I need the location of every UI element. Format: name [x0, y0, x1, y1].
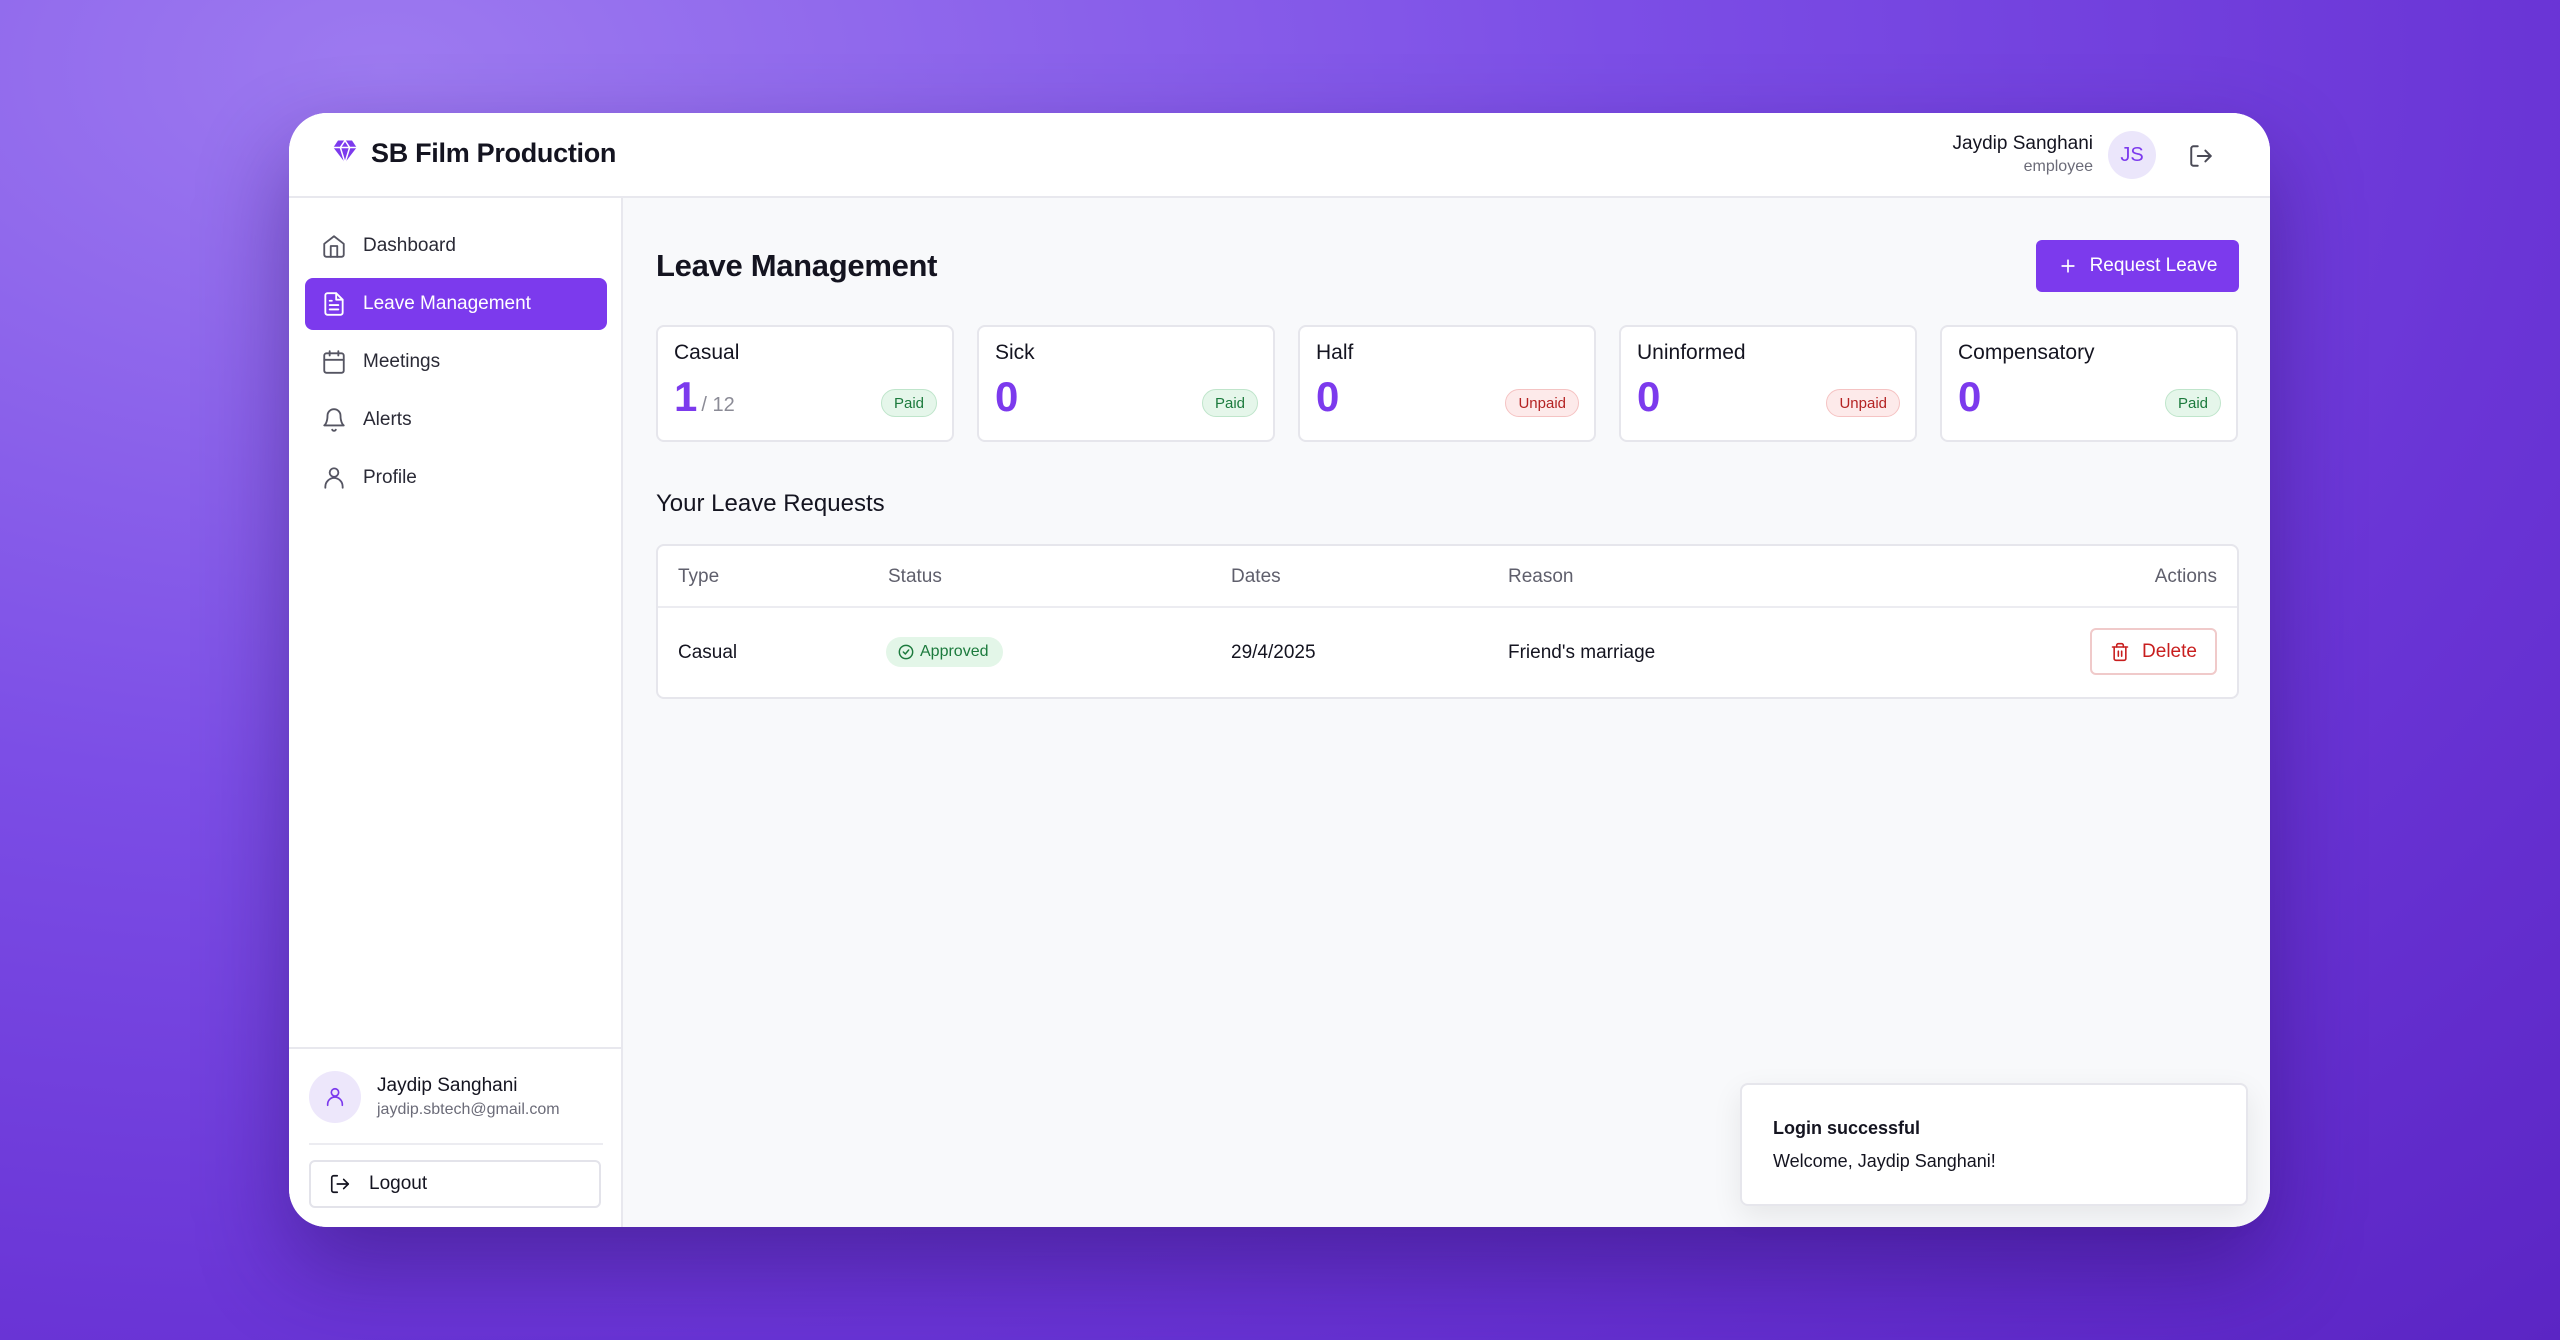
card-value: 0 — [1958, 373, 1981, 421]
leave-requests-table: Type Status Dates Reason Actions Casual … — [656, 544, 2239, 699]
sidebar-item-label: Meetings — [363, 351, 441, 372]
sidebar-item-label: Profile — [363, 467, 417, 488]
sidebar-item-label: Alerts — [363, 409, 412, 430]
user-icon — [324, 467, 344, 489]
calendar-icon — [323, 350, 345, 374]
leave-card-compensatory: Compensatory 0 Paid — [1940, 325, 2238, 442]
home-icon — [323, 235, 345, 258]
divider — [289, 1047, 623, 1049]
trash-icon — [2111, 642, 2129, 661]
card-value: 0 — [1316, 373, 1339, 421]
sidebar-item-dashboard[interactable]: Dashboard — [305, 220, 607, 272]
column-header-dates[interactable]: Dates — [1231, 566, 1281, 587]
avatar[interactable]: JS — [2108, 131, 2156, 179]
page-title: Leave Management — [656, 248, 938, 283]
toast-title: Login successful — [1773, 1118, 1921, 1138]
card-value: 0 — [995, 373, 1018, 421]
toast-message: Welcome, Jaydip Sanghani! — [1773, 1151, 1996, 1171]
user-info: Jaydip Sanghani employee — [1953, 133, 2094, 176]
column-header-actions: Actions — [2154, 566, 2217, 587]
brand[interactable]: SB Film Production — [331, 137, 616, 170]
bell-icon — [323, 408, 345, 432]
leave-card-uninformed: Uninformed 0 Unpaid — [1619, 325, 1917, 442]
diamond-icon — [331, 137, 359, 170]
divider — [309, 1143, 603, 1145]
logout-button[interactable]: Logout — [309, 1160, 601, 1208]
unpaid-badge: Unpaid — [1505, 389, 1579, 417]
sidebar-item-alerts[interactable]: Alerts — [305, 394, 607, 446]
sidebar-user-panel: Jaydip Sanghani jaydip.sbtech@gmail.com … — [289, 1047, 623, 1227]
status-label: Approved — [920, 643, 989, 660]
card-count: 0 — [1316, 373, 1340, 420]
main-content: Leave Management Request Leave Casual 1/… — [623, 198, 2270, 1227]
card-title: Uninformed — [1637, 341, 1746, 364]
paid-badge: Paid — [880, 389, 937, 417]
card-title: Half — [1316, 341, 1354, 364]
card-count: 1 — [674, 373, 698, 420]
column-header-reason[interactable]: Reason — [1508, 566, 1574, 587]
card-count: 0 — [1958, 373, 1982, 420]
divider — [658, 606, 2237, 608]
top-bar: SB Film Production Jaydip Sanghani emplo… — [289, 113, 2270, 198]
column-header-type[interactable]: Type — [678, 566, 720, 587]
brand-name: SB Film Production — [371, 138, 617, 168]
plus-icon — [2060, 259, 2075, 273]
user-name: Jaydip Sanghani — [1952, 133, 2094, 154]
sidebar: Dashboard Leave Management Meetings Aler… — [289, 198, 623, 1227]
request-leave-button[interactable]: Request Leave — [2036, 240, 2239, 292]
app-window: SB Film Production Jaydip Sanghani emplo… — [289, 113, 2270, 1227]
card-value: 0 — [1637, 373, 1660, 421]
leave-card-sick: Sick 0 Paid — [977, 325, 1275, 442]
cell-type: Casual — [678, 642, 738, 663]
request-leave-label: Request Leave — [2089, 255, 2218, 276]
toast-notification[interactable]: Login successful Welcome, Jaydip Sanghan… — [1740, 1083, 2248, 1206]
card-title: Compensatory — [1958, 341, 2095, 364]
sidebar-avatar — [309, 1071, 361, 1123]
card-count: 0 — [1637, 373, 1661, 420]
paid-badge: Paid — [2164, 389, 2221, 417]
column-header-status[interactable]: Status — [888, 566, 942, 587]
card-total: / 12 — [701, 394, 735, 416]
card-title: Sick — [995, 341, 1035, 364]
delete-label: Delete — [2142, 640, 2197, 662]
unpaid-badge: Unpaid — [1826, 389, 1900, 417]
sidebar-item-label: Leave Management — [363, 293, 531, 314]
delete-button[interactable]: Delete — [2090, 628, 2217, 675]
sidebar-item-profile[interactable]: Profile — [305, 452, 607, 504]
document-icon — [324, 292, 344, 316]
logout-label: Logout — [369, 1173, 428, 1194]
logout-icon — [330, 1174, 350, 1194]
sidebar-user-email: jaydip.sbtech@gmail.com — [377, 1101, 560, 1118]
card-title: Casual — [674, 341, 740, 364]
leave-card-half: Half 0 Unpaid — [1298, 325, 1596, 442]
leave-card-casual: Casual 1/ 12 Paid — [656, 325, 954, 442]
sidebar-user-name: Jaydip Sanghani — [377, 1075, 518, 1096]
check-circle-icon — [898, 644, 914, 660]
cell-dates: 29/4/2025 — [1231, 642, 1316, 663]
status-badge: Approved — [886, 637, 1003, 667]
card-count: 0 — [995, 373, 1019, 420]
sidebar-item-meetings[interactable]: Meetings — [305, 336, 607, 388]
paid-badge: Paid — [1201, 389, 1258, 417]
card-value: 1/ 12 — [674, 373, 735, 421]
section-title: Your Leave Requests — [656, 490, 885, 517]
logout-icon[interactable] — [2188, 143, 2214, 169]
cell-reason: Friend's marriage — [1508, 642, 1656, 663]
user-role: employee — [2023, 158, 2093, 175]
sidebar-item-label: Dashboard — [363, 235, 456, 256]
sidebar-item-leave-management[interactable]: Leave Management — [305, 278, 607, 330]
user-icon — [326, 1087, 344, 1107]
